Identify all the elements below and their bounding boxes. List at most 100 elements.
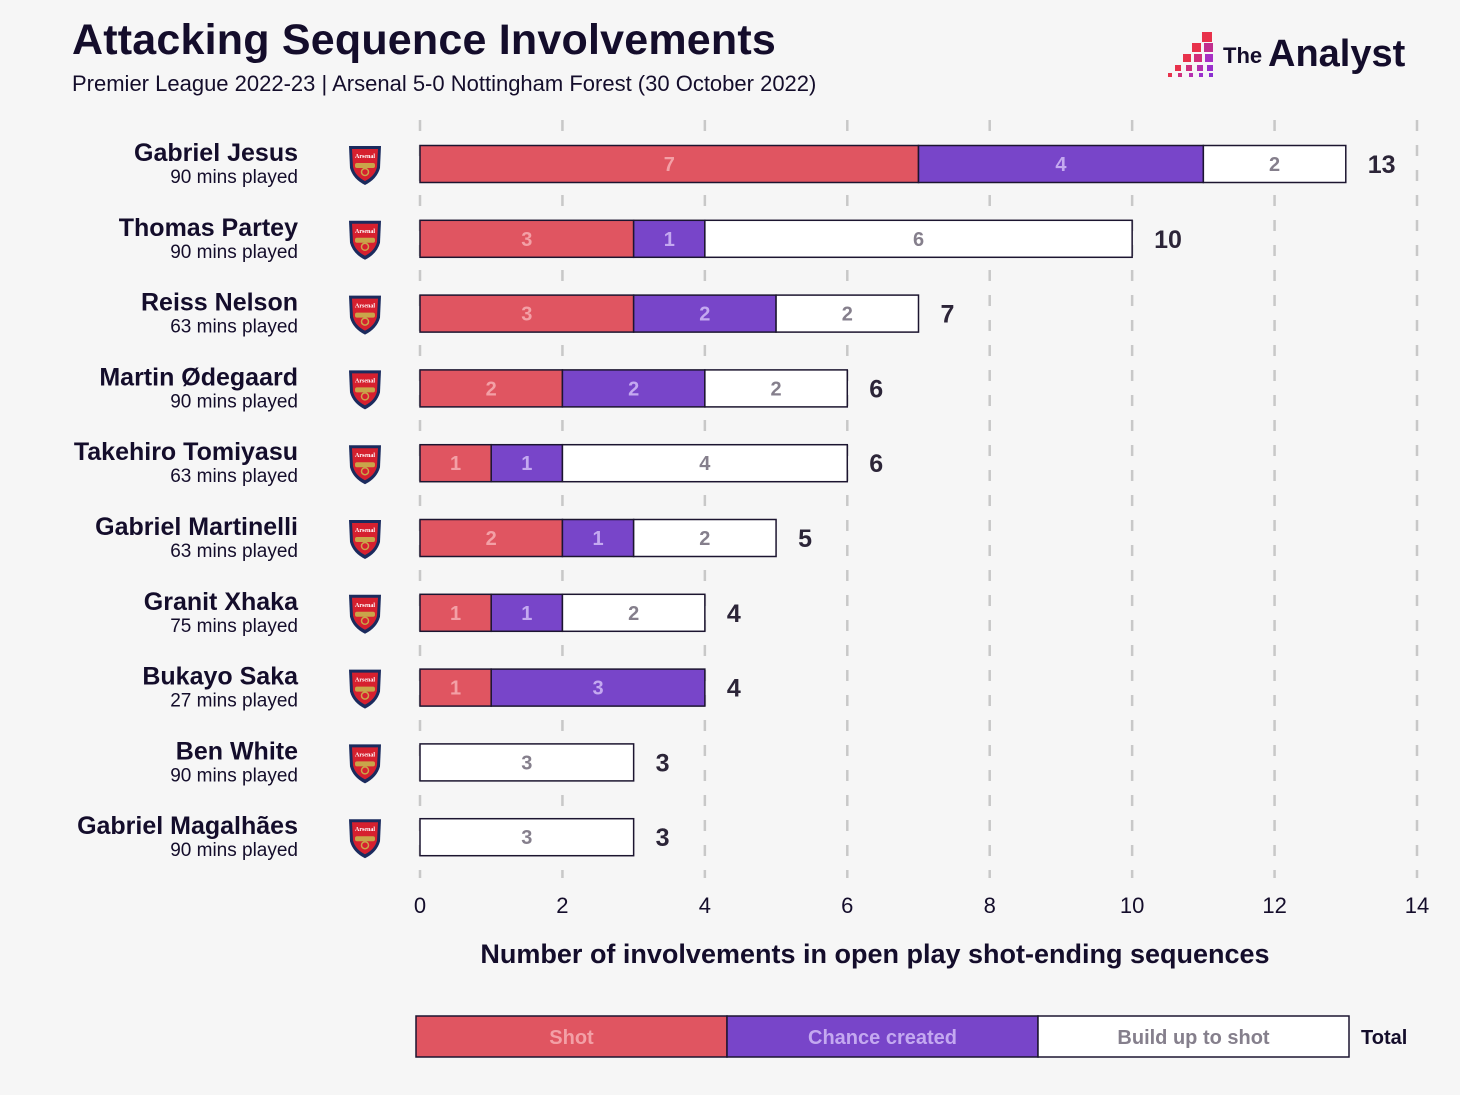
badge-text: Arsenal xyxy=(355,453,375,459)
minutes-played: 90 mins played xyxy=(170,765,298,786)
arsenal-badge-icon: Arsenal xyxy=(349,146,381,185)
badge-wheel xyxy=(360,541,370,551)
badge-wheel xyxy=(360,466,370,476)
badge-wheel xyxy=(360,242,370,252)
total-value-label: 4 xyxy=(727,600,741,628)
segment-value-label: 2 xyxy=(771,378,782,400)
badge-wheel xyxy=(360,167,370,177)
segment-value-label: 2 xyxy=(486,378,497,400)
badge-cannon xyxy=(355,836,375,842)
arsenal-badge-icon: Arsenal xyxy=(349,669,381,709)
segment-value-label: 2 xyxy=(842,304,853,326)
badge-text: Arsenal xyxy=(355,154,375,160)
bar-segment-buildup xyxy=(419,743,635,782)
minutes-played: 90 mins played xyxy=(170,167,298,188)
arsenal-badge-icon: Arsenal xyxy=(349,594,381,634)
bar-segment-buildup xyxy=(775,294,920,333)
badge-text: Arsenal xyxy=(355,603,375,609)
bar-segment-chance xyxy=(632,294,777,333)
player-name: Gabriel Magalhães xyxy=(77,812,298,840)
segment-value-label: 2 xyxy=(699,304,710,326)
minutes-played: 90 mins played xyxy=(170,391,298,412)
badge-band xyxy=(353,452,377,459)
player-name: Martin Ødegaard xyxy=(99,363,298,391)
total-value-label: 13 xyxy=(1368,151,1396,179)
bar-segment-shot xyxy=(419,443,492,483)
bar-segment-buildup xyxy=(632,518,777,558)
legend-swatch-buildup xyxy=(1037,1015,1350,1058)
bar-segment-buildup xyxy=(561,593,706,633)
chart-subtitle: Premier League 2022-23 | Arsenal 5-0 Not… xyxy=(72,71,817,96)
minutes-played: 63 mins played xyxy=(170,466,298,487)
badge-cannon xyxy=(355,462,375,468)
player-name: Bukayo Saka xyxy=(142,663,299,691)
player-name: Granit Xhaka xyxy=(144,588,299,616)
the-analyst-logo: The Analyst xyxy=(1166,30,1426,80)
badge-text: Arsenal xyxy=(355,752,375,758)
analyst-logo-icon xyxy=(1168,32,1213,77)
bar-segment-buildup xyxy=(1202,144,1347,184)
player-name: Thomas Partey xyxy=(119,214,298,242)
arsenal-badge-icon: Arsenal xyxy=(349,295,381,335)
legend-label: Build up to shot xyxy=(1117,1027,1270,1049)
segment-value-label: 4 xyxy=(1055,154,1067,176)
legend-total-label: Total xyxy=(1361,1027,1407,1049)
badge-cannon xyxy=(355,312,375,318)
segment-value-label: 3 xyxy=(521,304,532,326)
badge-band xyxy=(353,826,377,833)
x-tick-label: 8 xyxy=(984,893,996,918)
badge-cannon xyxy=(355,686,375,692)
segment-value-label: 6 xyxy=(913,229,924,251)
badge-band xyxy=(353,377,377,384)
badge-wheel xyxy=(360,691,370,700)
badge-text: Arsenal xyxy=(355,304,375,310)
badge-band xyxy=(353,527,377,533)
segment-value-label: 1 xyxy=(592,528,603,550)
total-value-label: 3 xyxy=(656,824,670,852)
segment-value-label: 3 xyxy=(592,678,603,700)
badge-text: Arsenal xyxy=(355,229,375,235)
bar-segment-chance xyxy=(632,219,706,259)
minutes-played: 90 mins played xyxy=(170,242,298,263)
badge-band xyxy=(353,153,377,159)
x-tick-label: 12 xyxy=(1262,893,1286,918)
badge-band xyxy=(353,676,377,683)
arsenal-badge-icon: Arsenal xyxy=(349,370,381,410)
badge-cannon xyxy=(355,387,375,393)
arsenal-badge-icon: Arsenal xyxy=(349,445,381,485)
arsenal-badge-icon: Arsenal xyxy=(349,520,381,559)
x-tick-label: 4 xyxy=(699,893,711,918)
badge-wheel xyxy=(360,766,370,775)
badge-text: Arsenal xyxy=(355,827,375,833)
segment-value-label: 1 xyxy=(521,453,532,475)
total-value-label: 6 xyxy=(869,450,883,478)
segment-value-label: 1 xyxy=(664,229,675,251)
segment-value-label: 3 xyxy=(521,752,532,774)
player-name: Takehiro Tomiyasu xyxy=(74,438,298,466)
badge-band xyxy=(353,227,377,234)
total-value-label: 10 xyxy=(1154,226,1182,254)
bar-segment-chance xyxy=(561,518,635,558)
bar-segment-chance xyxy=(490,443,564,483)
legend-label: Chance created xyxy=(808,1027,957,1049)
player-name: Reiss Nelson xyxy=(141,289,298,317)
total-value-label: 7 xyxy=(941,301,955,329)
badge-cannon xyxy=(355,537,375,542)
badge-band xyxy=(353,302,377,309)
brand-analyst: Analyst xyxy=(1268,33,1406,75)
legend: Shot Chance created Build up to shot Total xyxy=(415,1015,1407,1058)
badge-cannon xyxy=(355,611,375,617)
badge-wheel xyxy=(360,392,370,401)
x-axis: 0 2 4 6 8 10 12 14 xyxy=(414,893,1429,918)
total-value-label: 3 xyxy=(656,749,670,777)
bar-segment-chance xyxy=(490,593,564,633)
minutes-played: 63 mins played xyxy=(170,541,298,562)
segment-value-label: 2 xyxy=(699,528,710,550)
